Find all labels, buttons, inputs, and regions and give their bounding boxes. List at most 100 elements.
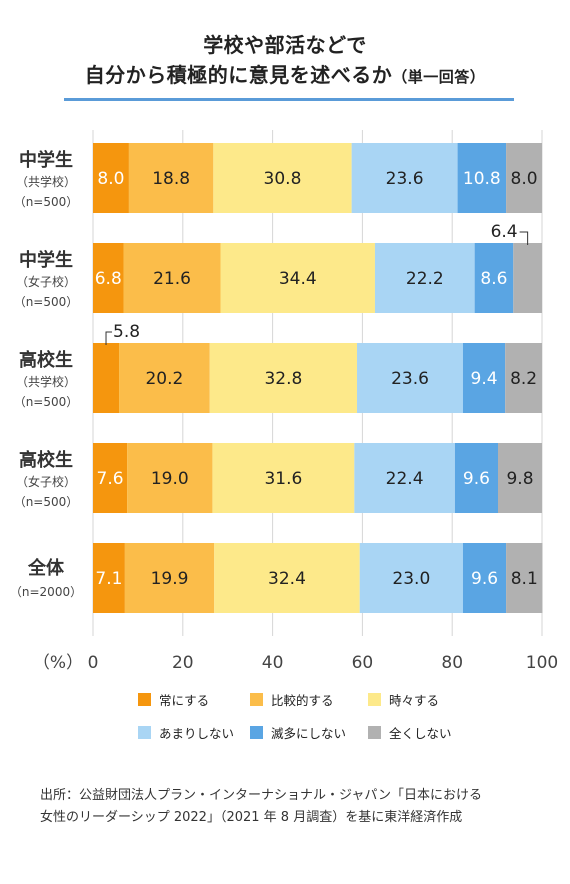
legend-label: 時々する: [389, 693, 440, 708]
bar-segment: [93, 143, 129, 213]
data-label: 6.8: [95, 269, 122, 289]
legend-item: 滅多にしない: [250, 723, 346, 742]
legend-item: あまりしない: [138, 723, 234, 742]
bar-segment: [474, 243, 514, 313]
x-tick-label: 40: [262, 653, 284, 673]
x-tick-label: 80: [441, 653, 463, 673]
data-label: 8.1: [511, 569, 538, 589]
legend-item: 比較的する: [250, 690, 334, 709]
title-line-2: 自分から積極的に意見を述べるか（単一回答）: [0, 60, 570, 92]
legend-swatch: [250, 693, 263, 706]
data-label: 32.4: [268, 569, 306, 589]
category-sublabel: （女子校）: [16, 474, 76, 489]
source-note: 出所：公益財団法人プラン・インターナショナル・ジャパン「日本における 女性のリー…: [40, 785, 540, 829]
title-main: 自分から積極的に意見を述べるか: [84, 63, 393, 87]
data-label: 34.4: [279, 269, 317, 289]
bar-segment: [354, 443, 455, 513]
category-sample-size: （n=500）: [14, 295, 79, 309]
bar-segment: [93, 543, 125, 613]
bar-segment: [457, 143, 507, 213]
callout-line: [519, 231, 529, 245]
bar-segment: [212, 443, 355, 513]
category-sample-size: （n=500）: [14, 395, 79, 409]
category-sublabel: （女子校）: [16, 274, 76, 289]
bar-segment: [213, 143, 352, 213]
category-sublabel: （共学校）: [16, 374, 76, 389]
legend-label: 滅多にしない: [271, 726, 347, 741]
source-line-1: 出所：公益財団法人プラン・インターナショナル・ジャパン「日本における: [40, 788, 483, 803]
data-label: 20.2: [145, 369, 183, 389]
data-label: 31.6: [264, 469, 302, 489]
legend-swatch: [368, 693, 381, 706]
chart-title: 学校や部活などで 自分から積極的に意見を述べるか（単一回答）: [0, 30, 570, 92]
data-label: 9.8: [506, 469, 533, 489]
legend-item: 全くしない: [368, 723, 452, 742]
data-label: 6.4: [491, 222, 518, 242]
data-label: 8.0: [511, 169, 538, 189]
bar-segment: [127, 443, 213, 513]
title-underline: [64, 98, 514, 101]
bar-segment: [462, 343, 506, 413]
data-label: 7.6: [97, 469, 124, 489]
data-label: 32.8: [264, 369, 302, 389]
bar-segment: [357, 343, 463, 413]
data-label: 9.6: [471, 569, 498, 589]
bar-segment: [505, 343, 542, 413]
bar-segment: [497, 443, 542, 513]
data-label: 22.2: [406, 269, 444, 289]
bar-segment: [93, 443, 128, 513]
legend-item: 時々する: [368, 690, 439, 709]
bar-segment: [454, 443, 498, 513]
x-axis-unit-label: （%）: [33, 653, 83, 673]
category-sample-size: （n=500）: [14, 195, 79, 209]
data-label: 23.6: [386, 169, 424, 189]
bar-segment: [506, 543, 543, 613]
data-label: 23.0: [392, 569, 430, 589]
legend-swatch: [250, 726, 263, 739]
data-label: 19.9: [151, 569, 189, 589]
legend-swatch: [368, 726, 381, 739]
data-label: 8.2: [510, 369, 537, 389]
title-note: （単一回答）: [392, 68, 486, 86]
callout-line: [105, 331, 113, 345]
category-label: 高校生: [19, 449, 73, 471]
bar-segment: [506, 143, 542, 213]
bar-segment: [351, 143, 458, 213]
bar-segment: [513, 243, 542, 313]
data-label: 30.8: [264, 169, 302, 189]
category-sample-size: （n=500）: [14, 495, 79, 509]
data-label: 18.8: [152, 169, 190, 189]
legend-swatch: [138, 693, 151, 706]
legend-swatch: [138, 726, 151, 739]
bar-segment: [220, 243, 375, 313]
data-label: 10.8: [463, 169, 501, 189]
bar-segment: [123, 243, 221, 313]
stacked-bar-chart: 0 20 40 60 80 100 （%） 中学生 （共学校） （n=500） 中学生 （女子校） （n…: [10, 130, 558, 673]
legend-item: 常にする: [138, 690, 209, 709]
data-label: 7.1: [95, 569, 122, 589]
legend-label: 比較的する: [271, 693, 334, 708]
bar-segment: [374, 243, 475, 313]
bar-segment: [462, 543, 507, 613]
x-tick-label: 20: [172, 653, 194, 673]
legend-label: 常にする: [159, 693, 210, 708]
bar-segment: [214, 543, 360, 613]
source-line-2: 女性のリーダーシップ 2022」（2021 年 8 月調査）を基に東洋経済作成: [40, 810, 463, 825]
data-label: 8.0: [97, 169, 124, 189]
category-sample-size: （n=2000）: [10, 585, 82, 599]
bar-segment: [93, 343, 120, 413]
bar-segment: [119, 343, 210, 413]
data-label: 23.6: [391, 369, 429, 389]
data-label: 5.8: [113, 322, 140, 342]
x-tick-label: 100: [526, 653, 558, 673]
data-label: 19.0: [151, 469, 189, 489]
data-label: 9.6: [463, 469, 490, 489]
bar-segment: [124, 543, 215, 613]
category-label: 中学生: [19, 149, 73, 171]
category-sublabel: （共学校）: [16, 174, 76, 189]
legend-label: 全くしない: [389, 726, 452, 741]
data-label: 21.6: [153, 269, 191, 289]
title-line-1: 学校や部活などで: [203, 33, 367, 57]
bar-segment: [209, 343, 358, 413]
category-label: 中学生: [19, 249, 73, 271]
